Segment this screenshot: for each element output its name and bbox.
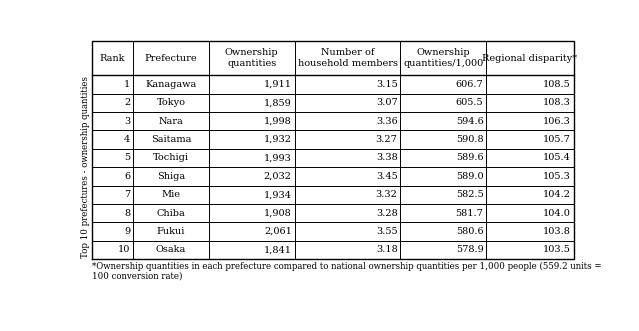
- Text: 1,841: 1,841: [264, 246, 292, 255]
- Text: Ownership
quantities: Ownership quantities: [225, 49, 279, 68]
- Text: 1,908: 1,908: [264, 209, 292, 218]
- Text: 10: 10: [118, 246, 130, 255]
- Text: 605.5: 605.5: [456, 98, 484, 107]
- Text: 6: 6: [124, 172, 130, 181]
- Text: Chiba: Chiba: [157, 209, 185, 218]
- Text: 3.28: 3.28: [376, 209, 397, 218]
- Text: 589.0: 589.0: [456, 172, 484, 181]
- Text: 1,859: 1,859: [264, 98, 292, 107]
- Text: 580.6: 580.6: [456, 227, 484, 236]
- Text: Number of
household members: Number of household members: [298, 49, 397, 68]
- Text: 3.32: 3.32: [376, 190, 397, 199]
- Text: Mie: Mie: [162, 190, 181, 199]
- Text: 3.55: 3.55: [376, 227, 397, 236]
- Text: Nara: Nara: [158, 117, 183, 126]
- Text: 1,934: 1,934: [264, 190, 292, 199]
- Text: Osaka: Osaka: [156, 246, 186, 255]
- Text: 594.6: 594.6: [456, 117, 484, 126]
- Text: 3.45: 3.45: [376, 172, 397, 181]
- Text: 106.3: 106.3: [543, 117, 571, 126]
- Text: 103.8: 103.8: [543, 227, 571, 236]
- Text: 108.3: 108.3: [543, 98, 571, 107]
- Text: 108.5: 108.5: [543, 80, 571, 89]
- Text: Prefecture: Prefecture: [145, 54, 197, 63]
- Text: 3.36: 3.36: [376, 117, 397, 126]
- Text: Tochigi: Tochigi: [153, 154, 189, 163]
- Text: 2: 2: [124, 98, 130, 107]
- Text: 1,932: 1,932: [264, 135, 292, 144]
- Text: 3.07: 3.07: [376, 98, 397, 107]
- Text: Kanagawa: Kanagawa: [146, 80, 197, 89]
- Text: Saitama: Saitama: [151, 135, 191, 144]
- Text: 4: 4: [124, 135, 130, 144]
- Text: 104.2: 104.2: [543, 190, 571, 199]
- Text: Top 10 prefectures - ownership quantities: Top 10 prefectures - ownership quantitie…: [81, 76, 90, 258]
- Text: 3.38: 3.38: [376, 154, 397, 163]
- Text: 589.6: 589.6: [456, 154, 484, 163]
- Text: 105.3: 105.3: [543, 172, 571, 181]
- Text: Regional disparity*: Regional disparity*: [482, 54, 578, 63]
- Text: 9: 9: [124, 227, 130, 236]
- Text: 2,061: 2,061: [264, 227, 292, 236]
- Text: *Ownership quantities in each prefecture compared to national ownership quantiti: *Ownership quantities in each prefecture…: [91, 261, 601, 281]
- Text: 105.4: 105.4: [543, 154, 571, 163]
- Text: 7: 7: [124, 190, 130, 199]
- Text: 581.7: 581.7: [456, 209, 484, 218]
- Text: 8: 8: [124, 209, 130, 218]
- Text: 3.27: 3.27: [376, 135, 397, 144]
- Text: 3: 3: [124, 117, 130, 126]
- Text: 2,032: 2,032: [264, 172, 292, 181]
- Text: 578.9: 578.9: [456, 246, 484, 255]
- Text: 1,993: 1,993: [264, 154, 292, 163]
- Text: 1,998: 1,998: [264, 117, 292, 126]
- Text: 103.5: 103.5: [543, 246, 571, 255]
- Text: 582.5: 582.5: [456, 190, 484, 199]
- Text: Fukui: Fukui: [157, 227, 185, 236]
- Text: 590.8: 590.8: [456, 135, 484, 144]
- Text: 3.15: 3.15: [376, 80, 397, 89]
- Text: 105.7: 105.7: [543, 135, 571, 144]
- Text: 5: 5: [124, 154, 130, 163]
- Text: 1: 1: [124, 80, 130, 89]
- Text: Tokyo: Tokyo: [157, 98, 185, 107]
- Text: 1,911: 1,911: [264, 80, 292, 89]
- Text: 606.7: 606.7: [456, 80, 484, 89]
- Text: Shiga: Shiga: [157, 172, 185, 181]
- Text: Rank: Rank: [100, 54, 125, 63]
- Text: 104.0: 104.0: [543, 209, 571, 218]
- Text: 3.18: 3.18: [376, 246, 397, 255]
- Text: Ownership
quantities/1,000: Ownership quantities/1,000: [403, 49, 484, 68]
